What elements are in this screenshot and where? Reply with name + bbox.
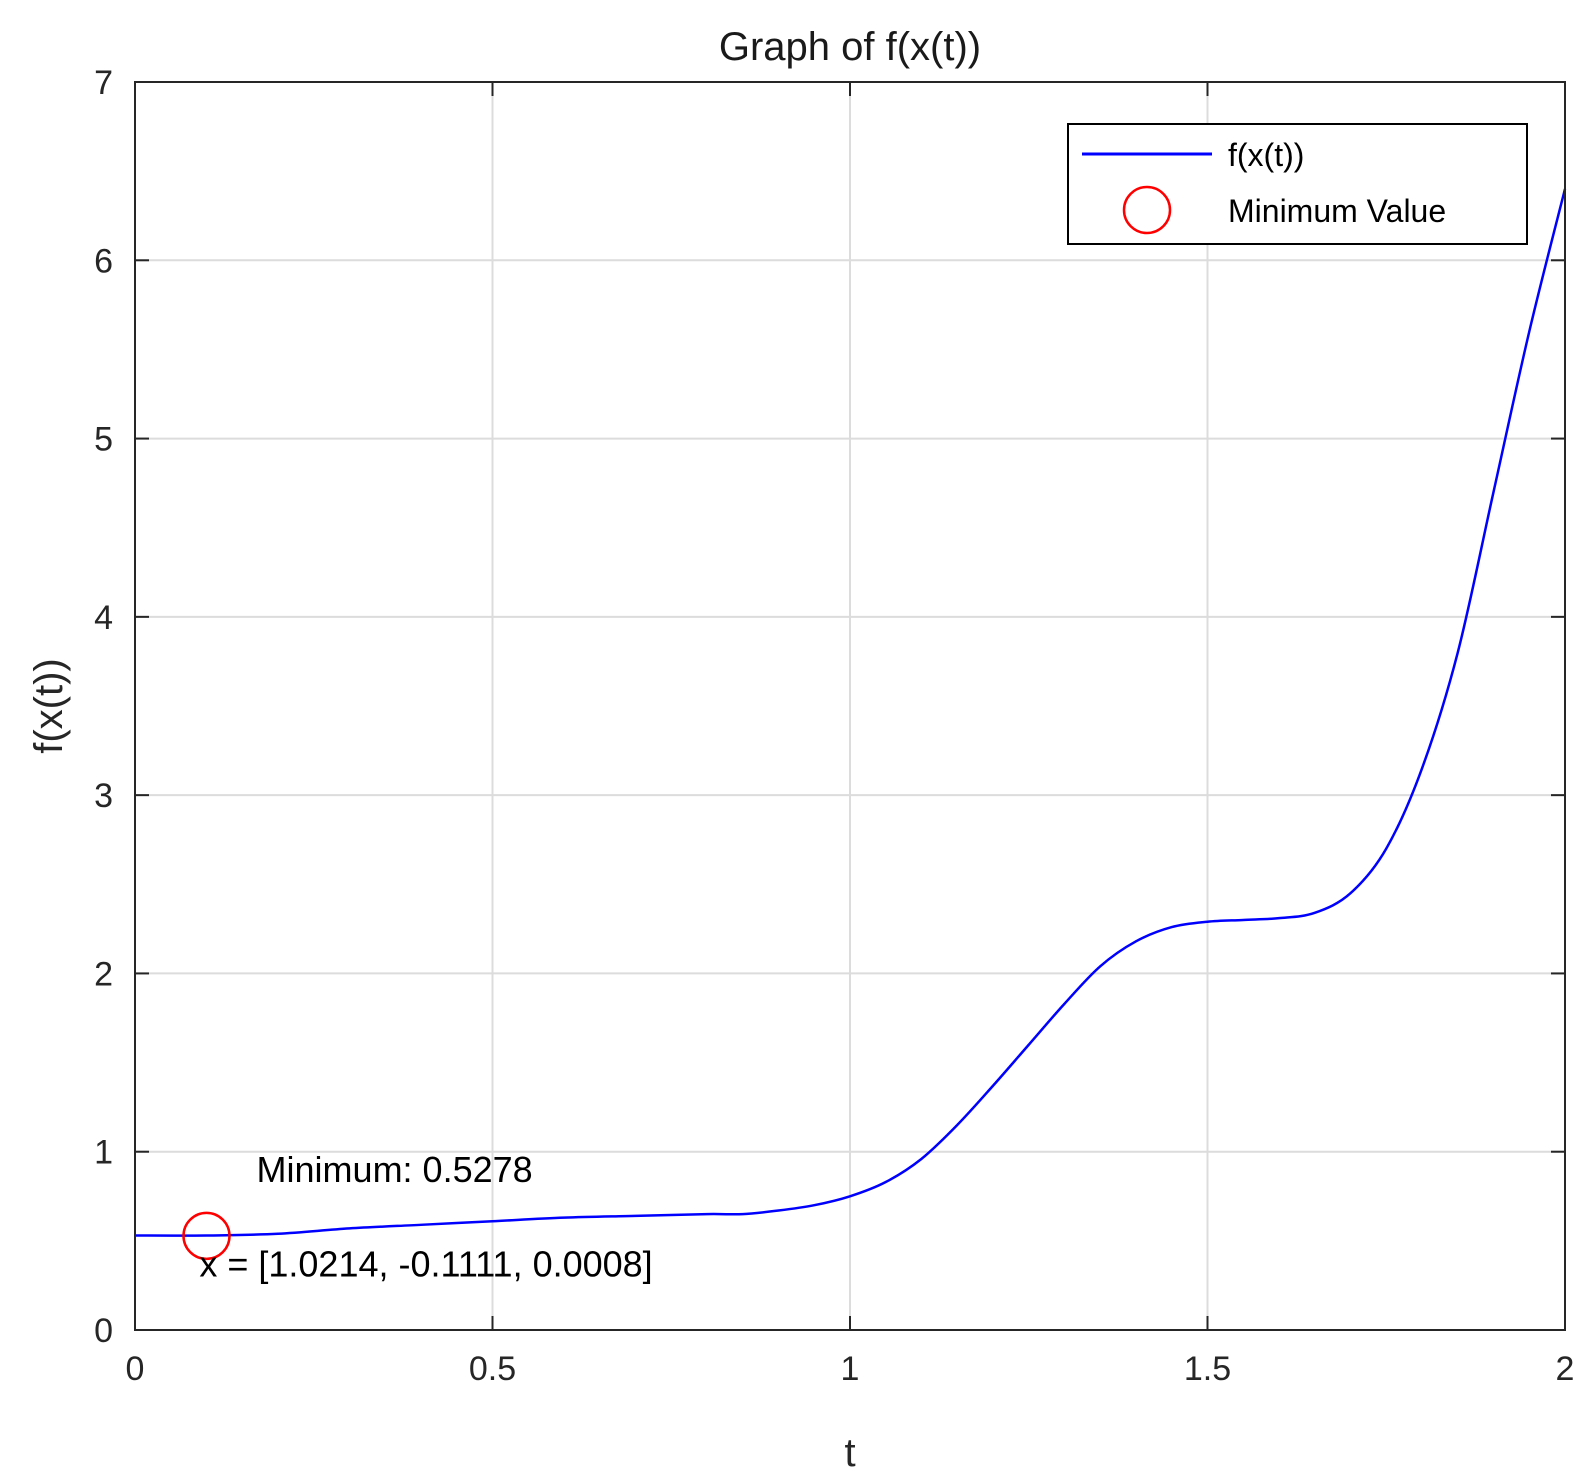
marker-layer <box>182 1211 231 1261</box>
x-axis-label: t <box>844 1431 855 1475</box>
y-tick-label: 1 <box>94 1134 113 1172</box>
x-tick-label: 2 <box>1556 1350 1575 1388</box>
legend-marker-swatch <box>1122 185 1172 235</box>
y-tick-label: 0 <box>94 1312 113 1350</box>
legend: f(x(t)) Minimum Value <box>1067 123 1528 245</box>
x-tick-label: 1 <box>841 1350 860 1388</box>
minimum-marker <box>182 1211 231 1261</box>
x-tick-label: 0 <box>126 1350 145 1388</box>
y-axis-label: f(x(t)) <box>27 658 71 754</box>
grid <box>135 82 1565 1330</box>
series-layer <box>134 188 1567 1237</box>
legend-label-marker: Minimum Value <box>1228 193 1446 229</box>
y-tick-label: 2 <box>94 955 113 993</box>
y-tick-label: 5 <box>94 421 113 459</box>
ticks: 0 0.5 1 1.5 2 0 1 2 3 4 5 6 7 <box>94 64 1574 1388</box>
annotation-text: Minimum: 0.5278 <box>257 1149 533 1190</box>
x-tick-label: 1.5 <box>1184 1350 1231 1388</box>
annotation-text: x = [1.0214, -0.1111, 0.0008] <box>199 1244 652 1285</box>
chart-title: Graph of f(x(t)) <box>719 25 981 69</box>
legend-box <box>1067 123 1528 245</box>
y-tick-label: 6 <box>94 242 113 280</box>
annotations: Minimum: 0.5278 x = [1.0214, -0.1111, 0.0… <box>199 1149 652 1284</box>
y-tick-label: 3 <box>94 777 113 815</box>
legend-label-series: f(x(t)) <box>1228 137 1304 173</box>
series-line <box>134 188 1567 1237</box>
y-tick-label: 7 <box>94 64 113 102</box>
y-tick-label: 4 <box>94 599 113 637</box>
x-tick-label: 0.5 <box>469 1350 516 1388</box>
